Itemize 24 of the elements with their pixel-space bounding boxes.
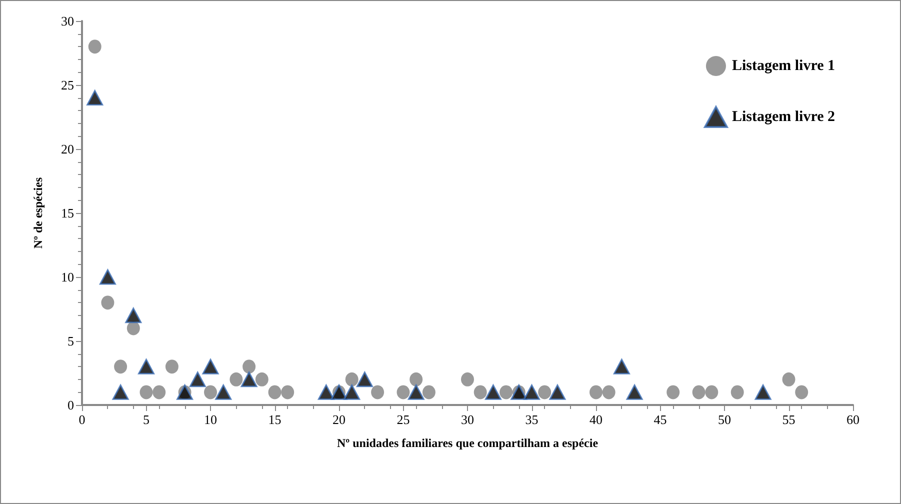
y-tick-label: 30 [61, 14, 74, 28]
x-tick-label: 10 [204, 412, 217, 427]
y-tick-label: 10 [61, 270, 74, 284]
legend-label: Listagem livre 2 [732, 109, 836, 125]
y-tick-label: 0 [68, 398, 74, 412]
x-tick-label: 50 [718, 412, 731, 427]
y-tick-label: 20 [61, 142, 74, 156]
legend-label: Listagem livre 1 [732, 58, 836, 74]
x-tick-label: 20 [332, 412, 346, 427]
x-tick-label: 60 [846, 412, 860, 427]
y-tick-label: 25 [61, 78, 74, 92]
x-tick-label: 0 [78, 412, 86, 427]
y-tick-label: 15 [61, 206, 74, 220]
x-tick-label: 25 [396, 412, 410, 427]
x-tick-label: 35 [525, 412, 538, 427]
x-tick-label: 55 [782, 412, 796, 427]
y-axis-title: Nº de espécies [31, 177, 45, 249]
x-axis-title: Nº unidades familiares que compartilham a espécie [336, 436, 599, 450]
x-tick-label: 5 [143, 412, 150, 427]
x-tick-label: 15 [268, 412, 282, 427]
y-tick-label: 5 [68, 334, 74, 348]
x-tick-label: 40 [590, 412, 602, 427]
x-tick-label: 45 [654, 412, 667, 427]
x-tick-label: 30 [461, 412, 474, 427]
